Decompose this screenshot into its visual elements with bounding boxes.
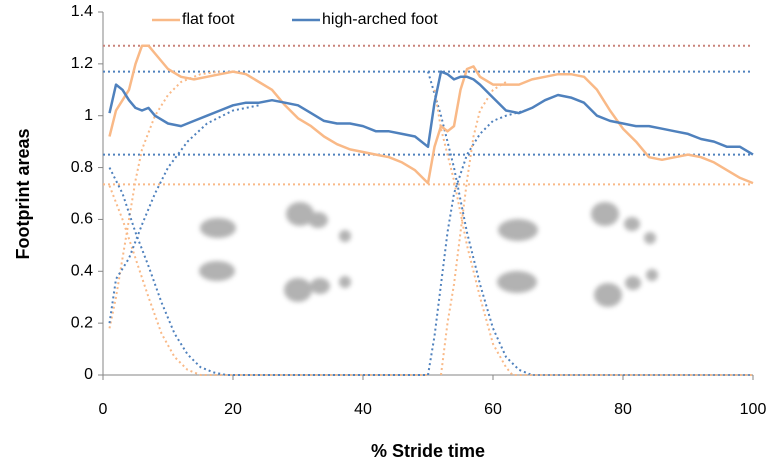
y-tick-label: 0.6: [71, 211, 93, 228]
x-tick-label: 40: [354, 401, 372, 418]
x-tick-label: 80: [614, 401, 632, 418]
footprint: [646, 269, 658, 281]
fit-curve: [108, 185, 428, 376]
footprint: [591, 202, 619, 226]
fit-curve: [427, 109, 526, 376]
footprint: [625, 276, 641, 290]
fit-curve: [427, 71, 753, 376]
footprint: [339, 230, 351, 242]
footprint: [339, 276, 351, 288]
x-tick-label: 0: [99, 401, 108, 418]
fit-curve: [108, 70, 221, 329]
x-axis-title: % Stride time: [371, 441, 485, 461]
footprint: [308, 212, 328, 228]
legend-label: high-arched foot: [322, 11, 438, 28]
footprint: [286, 202, 314, 226]
fit-curve: [440, 81, 507, 376]
x-tick-label: 20: [224, 401, 242, 418]
y-tick-label: 0: [84, 366, 93, 383]
footprint: [199, 261, 235, 281]
footprint: [498, 219, 538, 241]
y-tick-label: 1.4: [71, 3, 93, 20]
footprint-images: [199, 202, 658, 307]
fit-curve: [108, 167, 428, 376]
legend-label: flat foot: [182, 11, 235, 28]
y-tick-label: 1.2: [71, 55, 93, 72]
y-axis-title: Footprint areas: [13, 128, 33, 259]
x-tick-label: 100: [740, 401, 767, 418]
x-tick-label: 60: [484, 401, 502, 418]
footprint: [200, 218, 236, 238]
y-tick-label: 1: [84, 107, 93, 124]
footprint: [644, 232, 656, 244]
footprint: [284, 278, 312, 302]
data-line: [108, 44, 754, 185]
data-line: [108, 70, 754, 156]
footprint: [497, 271, 537, 293]
footprint: [594, 283, 622, 307]
footprint: [624, 217, 640, 231]
fit-curve: [108, 104, 260, 324]
y-tick-label: 0.4: [71, 263, 93, 280]
y-tick-label: 0.2: [71, 314, 93, 331]
y-tick-label: 0.8: [71, 159, 93, 176]
footprint: [310, 278, 330, 294]
